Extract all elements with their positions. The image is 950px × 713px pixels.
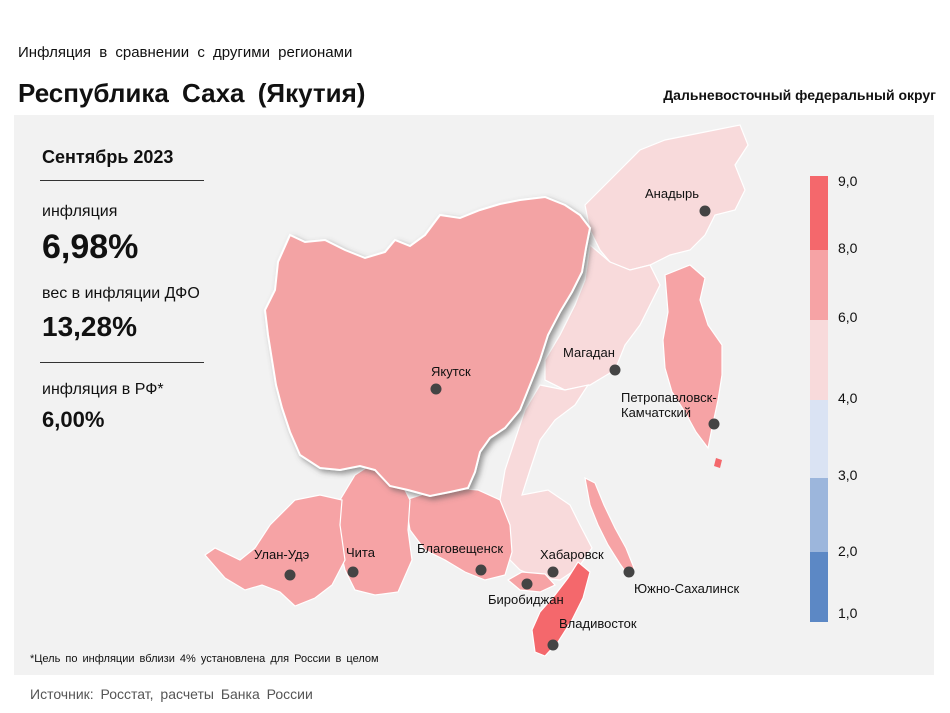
city-label-anadyr: Анадырь: [645, 186, 699, 201]
scale-tick-6: 6,0: [838, 309, 858, 325]
scale-band-1-2: [810, 552, 828, 622]
russia-inflation-label: инфляция в РФ*: [42, 381, 164, 398]
region-sakhalin: [584, 476, 635, 580]
scale-band-8-9: [810, 176, 828, 250]
district-name: Дальневосточный федеральный округ: [663, 87, 936, 103]
divider-bottom: [40, 362, 204, 363]
region-yakutia: [263, 195, 592, 498]
footnote: *Цель по инфляции вблизи 4% установлена …: [30, 653, 379, 665]
city-chita: Чита: [346, 545, 376, 578]
scale-tick-2: 2,0: [838, 543, 858, 559]
city-vladivostok: Владивосток: [547, 616, 637, 651]
city-label-yuzhno-sakhalinsk: Южно-Сахалинск: [634, 581, 739, 596]
city-khabarovsk: Хабаровск: [540, 547, 604, 578]
scale-band-2-3: [810, 478, 828, 552]
city-label-yakutsk: Якутск: [431, 364, 471, 379]
city-label-magadan: Магадан: [563, 345, 615, 360]
city-label-petropavlovsk-2: Камчатский: [621, 405, 691, 420]
inflation-label: инфляция: [42, 203, 118, 220]
city-label-khabarovsk: Хабаровск: [540, 547, 604, 562]
city-yuzhno-sakhalinsk: Южно-Сахалинск: [623, 566, 739, 596]
region-amur: [404, 487, 513, 581]
scale-tick-9: 9,0: [838, 173, 858, 189]
scale-tick-4: 4,0: [838, 390, 858, 406]
scale-band-4-6: [810, 320, 828, 400]
weight-value: 13,28%: [42, 311, 137, 342]
city-label-ulan-ude: Улан-Удэ: [254, 547, 310, 562]
region-primorye: [531, 561, 591, 657]
city-label-chita: Чита: [346, 545, 376, 560]
city-blagoveshchensk: Благовещенск: [417, 541, 503, 576]
scale-tick-3: 3,0: [838, 467, 858, 483]
region-buryatia: [204, 494, 346, 607]
weight-label: вес в инфляции ДФО: [42, 285, 200, 302]
scale-band-6-8: [810, 250, 828, 320]
city-magadan: Магадан: [563, 345, 621, 376]
scale-tick-8: 8,0: [838, 240, 858, 256]
subtitle: Инфляция в сравнении с другими регионами: [18, 44, 353, 61]
scale-band-3-4: [810, 400, 828, 478]
inflation-value: 6,98%: [42, 228, 139, 266]
kamchatka-tip: [714, 458, 722, 468]
color-scale: 9,0 8,0 6,0 4,0 3,0 2,0 1,0: [810, 173, 858, 622]
city-ulan-ude: Улан-Удэ: [254, 547, 310, 581]
city-birobidzhan: Биробиджан: [488, 578, 564, 607]
period-label: Сентябрь 2023: [42, 147, 174, 167]
page-title: Республика Саха (Якутия): [18, 78, 366, 108]
city-anadyr: Анадырь: [645, 186, 711, 217]
scale-tick-1: 1,0: [838, 605, 858, 621]
region-khabarovsk: [497, 384, 593, 581]
city-label-birobidzhan: Биробиджан: [488, 592, 564, 607]
source-note: Источник: Росстат, расчеты Банка России: [30, 686, 313, 702]
city-label-vladivostok: Владивосток: [559, 616, 637, 631]
city-label-blagoveshchensk: Благовещенск: [417, 541, 503, 556]
russia-inflation-value: 6,00%: [42, 407, 105, 432]
divider-top: [40, 180, 204, 181]
city-yakutsk: Якутск: [430, 364, 471, 395]
city-label-petropavlovsk-1: Петропавловск-: [621, 390, 717, 405]
city-petropavlovsk: Петропавловск- Камчатский: [621, 390, 720, 430]
